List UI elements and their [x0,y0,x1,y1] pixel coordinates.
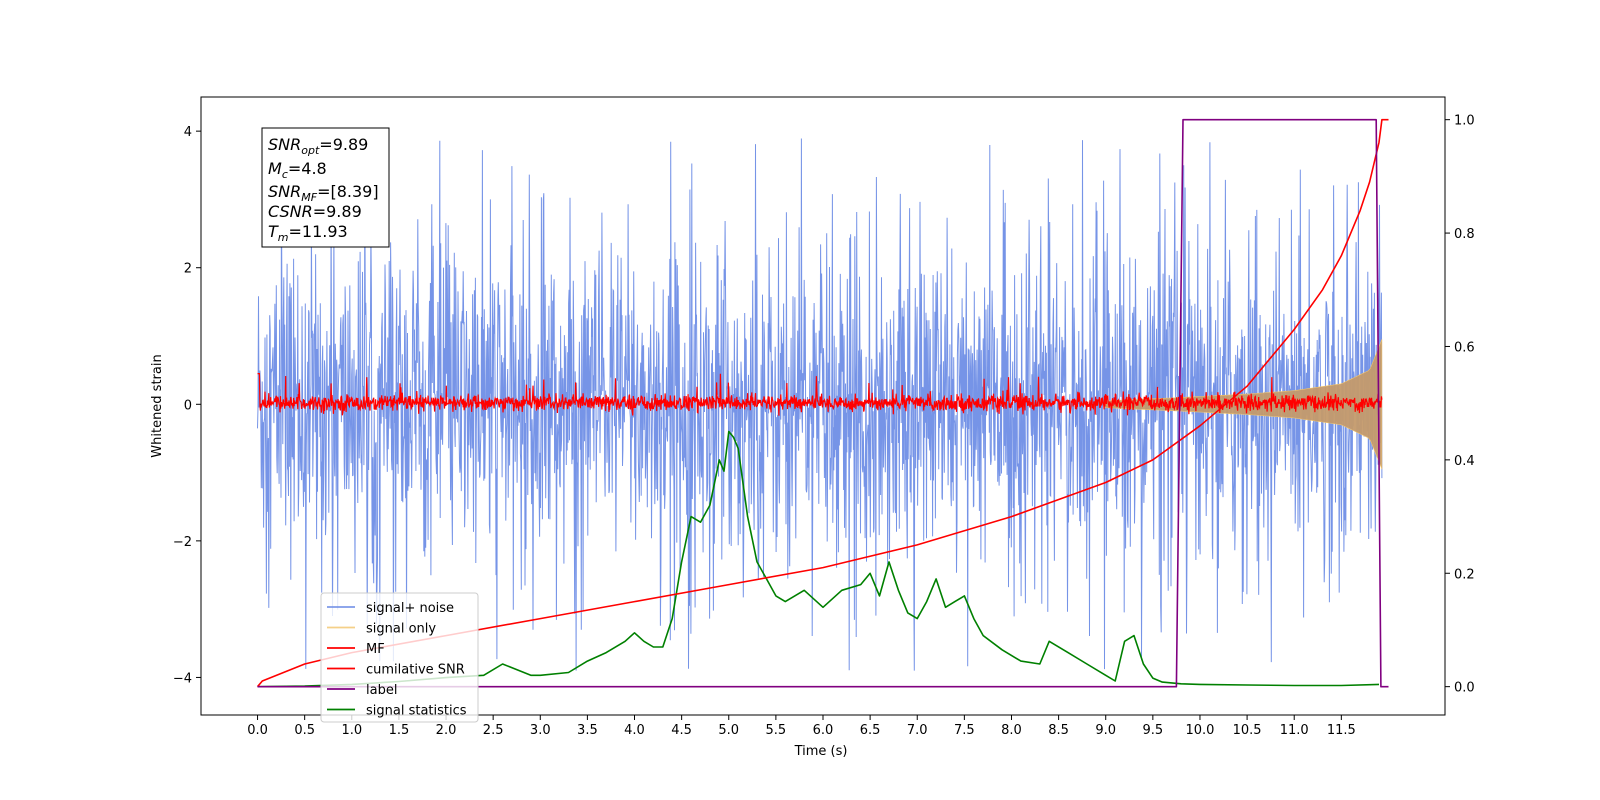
x-tick-label: 3.0 [530,723,551,738]
x-axis-label: Time (s) [794,744,848,759]
legend: signal+ noise signal only MF cumilative SNR… [320,592,479,723]
x-tick-label: 11.0 [1280,723,1309,738]
legend-label: signal only [366,622,436,637]
x-tick-label: 8.0 [1001,723,1022,738]
x-tick-label: 0.0 [247,723,268,738]
series-layer [256,118,1389,688]
series-mf [257,373,1383,416]
info-mc: Mc=4.8 [268,159,327,181]
y-right-tick-label: 0.2 [1454,567,1475,582]
y-tick-label: −2 [173,535,192,550]
series-label [257,118,1389,688]
info-box: SNRopt=9.89 Mc=4.8 SNRMF=[8.39] CSNR=9.8… [261,127,390,248]
x-tick-label: 4.0 [624,723,645,738]
x-tick-label: 7.5 [954,723,975,738]
info-snr-mf: SNRMF=[8.39] [268,182,379,204]
legend-label: MF [366,642,385,657]
x-tick-label: 6.0 [813,723,834,738]
y-tick-label: 4 [184,125,192,140]
x-tick-label: 4.5 [671,723,692,738]
y-tick-label: 0 [184,398,192,413]
x-tick-label: 11.5 [1327,723,1356,738]
x-tick-label: 9.5 [1143,723,1164,738]
x-tick-label: 5.5 [766,723,787,738]
x-tick-label: 6.5 [860,723,881,738]
y-axis-label: Whitened strain [150,354,165,457]
info-tm: Tm=11.93 [268,222,348,244]
x-tick-label: 8.5 [1048,723,1069,738]
info-snr-opt: SNRopt=9.89 [268,135,368,157]
info-box-frame [261,127,390,248]
legend-frame [320,592,479,723]
legend-label: cumilative SNR [366,663,465,678]
legend-label: signal statistics [366,704,467,719]
y-tick-label: −4 [173,671,192,686]
series-signal-noise [257,138,1383,671]
y-right-tick-label: 0.4 [1454,454,1475,469]
legend-label: signal+ noise [366,601,454,616]
x-tick-label: 0.5 [294,723,315,738]
legend-label: label [366,683,397,698]
x-tick-label: 10.0 [1185,723,1214,738]
y-right-tick-label: 0.0 [1454,681,1475,696]
x-tick-label: 7.0 [907,723,928,738]
x-tick-label: 9.0 [1095,723,1116,738]
y-right-tick-label: 0.8 [1454,227,1475,242]
y-axis-right: 0.0 0.2 0.4 0.6 0.8 1.0 [1445,114,1475,696]
x-tick-label: 1.5 [389,723,410,738]
x-axis: 0.0 0.5 1.0 1.5 2.0 2.5 3.0 3.5 4.0 4.5 5.0 5.5 6.0 6… [247,715,1356,738]
x-tick-label: 1.0 [341,723,362,738]
x-tick-label: 5.0 [718,723,739,738]
y-right-tick-label: 1.0 [1454,114,1475,129]
y-right-tick-label: 0.6 [1454,340,1475,355]
info-csnr: CSNR=9.89 [268,202,362,221]
x-tick-label: 2.5 [483,723,504,738]
y-axis-left: −4 −2 0 2 4 [173,125,201,686]
x-tick-label: 3.5 [577,723,598,738]
x-tick-label: 2.0 [436,723,457,738]
series-signal-statistics [257,430,1380,688]
y-tick-label: 2 [184,262,192,277]
x-tick-label: 10.5 [1233,723,1262,738]
